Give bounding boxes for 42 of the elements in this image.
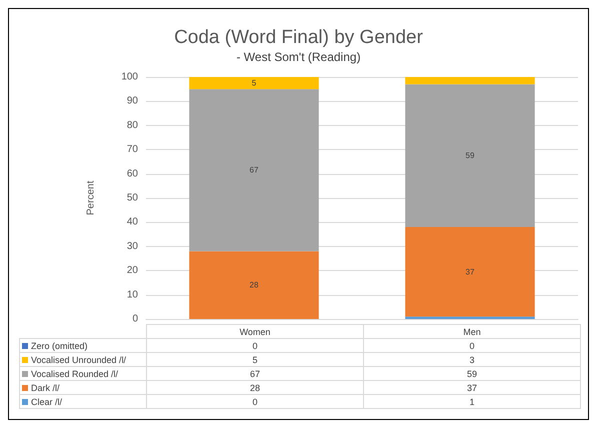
y-tick-label: 90 [126, 96, 138, 107]
y-tick-label: 80 [126, 120, 138, 131]
y-axis-title: Percent [86, 180, 96, 216]
y-tick-label: 30 [126, 240, 138, 252]
y-tick-label: 60 [126, 168, 138, 180]
data-label: 28 [146, 380, 364, 394]
bar [189, 251, 319, 319]
text: 59 [466, 151, 474, 160]
data-label: 5 [146, 352, 364, 366]
legend-label: Vocalised Rounded /l/ [20, 366, 146, 380]
y-tick-label: 50 [126, 192, 138, 204]
y-tick-label: 40 [126, 216, 138, 228]
text: 5 [252, 78, 256, 88]
legend-label: Dark /l/ [20, 380, 146, 394]
bar [189, 77, 319, 90]
data-label: 0 [146, 338, 364, 352]
bar [189, 89, 319, 252]
data-label: 0 [146, 394, 364, 408]
y-tick-label: 20 [126, 265, 138, 276]
text: 37 [466, 267, 474, 276]
x-tick-label: Women [146, 324, 364, 338]
text: 28 [250, 280, 258, 290]
text: 67 [250, 166, 258, 175]
data-label: 59 [364, 366, 580, 380]
legend-label: Zero (omitted) [20, 338, 146, 352]
bar [405, 84, 535, 228]
data-label: 67 [146, 366, 364, 380]
bar [405, 77, 535, 84]
data-label: 1 [364, 394, 580, 408]
data-label: 0 [364, 338, 580, 352]
data-label: 3 [364, 352, 580, 366]
data-label: 37 [364, 380, 580, 394]
y-tick-label: 100 [121, 72, 138, 82]
y-tick-label: 70 [126, 144, 138, 156]
y-tick-label: 10 [126, 289, 138, 300]
bar [405, 227, 535, 317]
legend-label: Clear /l/ [20, 394, 146, 408]
chart-title: Coda (Word Final) by Gender [174, 27, 424, 48]
y-tick-label: 0 [132, 314, 138, 324]
chart-subtitle: - West Som't (Reading) [236, 50, 361, 64]
x-tick-label: Men [364, 324, 580, 338]
legend-label: Vocalised Unrounded /l/ [20, 352, 146, 366]
